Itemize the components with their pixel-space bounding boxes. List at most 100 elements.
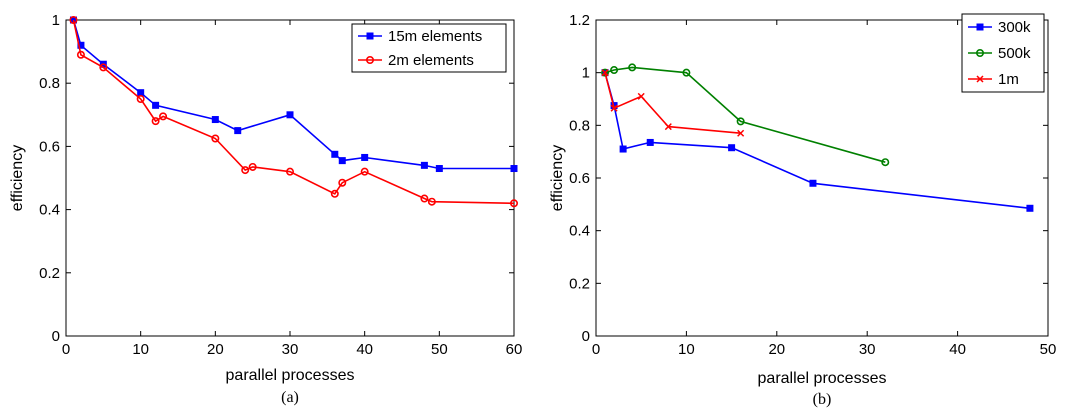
data-point (728, 144, 736, 152)
data-point (682, 68, 691, 77)
y-tick-label: 1 (52, 12, 60, 29)
data-point (360, 167, 369, 176)
data-point (136, 95, 145, 104)
data-point (248, 162, 257, 171)
chart-panel-b: 0 10 20 30 40 50 0 0.2 0.4 0.6 0.8 1 1.2 parallel pro… (549, 12, 1056, 408)
x-axis-title: parallel processes (758, 370, 887, 387)
data-point (420, 194, 429, 203)
y-axis-title: efficiency (549, 145, 566, 211)
y-tick-label: 0.4 (569, 223, 590, 240)
data-point (420, 161, 428, 169)
series-2m-elements (69, 15, 518, 208)
y-tick-label: 0.8 (569, 117, 590, 134)
data-point (241, 166, 250, 175)
data-point (427, 197, 436, 206)
series-15m-elements (69, 16, 518, 173)
legend-swatch-marker (366, 32, 374, 40)
y-tick-label: 0 (582, 328, 590, 345)
data-point (1026, 204, 1034, 212)
legend-label: 2m elements (388, 52, 474, 69)
x-tick-label: 50 (1040, 341, 1057, 358)
data-point (285, 167, 294, 176)
data-point (809, 179, 817, 187)
chart-panel-a: 0 10 20 30 40 50 60 0 0.2 0.4 0.6 0.8 1 parallel proc… (9, 12, 522, 406)
x-tick-label: 40 (949, 341, 966, 358)
legend-swatch-marker (976, 75, 984, 83)
x-tick-label: 40 (356, 341, 373, 358)
series-line (72, 19, 515, 205)
x-tick-label: 10 (132, 341, 149, 358)
data-point (77, 41, 85, 49)
y-tick-label: 0.8 (39, 75, 60, 92)
series-line (604, 66, 886, 163)
x-tick-label: 10 (678, 341, 695, 358)
data-point (435, 165, 443, 173)
x-tick-label: 30 (282, 341, 299, 358)
x-tick-label: 0 (62, 341, 70, 358)
legend: 15m elements 2m elements (351, 23, 507, 73)
y-tick-label: 0.2 (39, 265, 60, 282)
y-axis-title: efficiency (9, 145, 26, 211)
data-point (610, 66, 619, 75)
data-point (646, 138, 654, 146)
y-tick-label: 1.2 (569, 12, 590, 29)
y-tick-label: 1 (582, 65, 590, 82)
x-tick-label: 0 (592, 341, 600, 358)
x-tick-label: 50 (431, 341, 448, 358)
data-point (330, 189, 339, 198)
data-point (628, 63, 637, 72)
data-point (601, 69, 609, 77)
data-point (736, 117, 745, 126)
x-tick-label: 20 (207, 341, 224, 358)
legend-label: 15m elements (388, 28, 482, 45)
x-tick-label: 30 (859, 341, 876, 358)
x-axis-title: parallel processes (226, 367, 355, 384)
data-point (610, 104, 618, 112)
data-point (637, 92, 645, 100)
data-point (137, 89, 145, 97)
series-line (604, 72, 1030, 210)
data-point (331, 150, 339, 158)
data-point (211, 116, 219, 124)
data-point (211, 134, 220, 143)
data-point (286, 111, 294, 119)
data-point (99, 63, 108, 72)
data-point (338, 178, 347, 187)
data-point (881, 158, 890, 167)
legend-swatch-marker (975, 48, 984, 57)
data-point (509, 199, 518, 208)
data-point (234, 127, 242, 135)
data-point (664, 123, 672, 131)
legend-label: 500k (998, 45, 1031, 62)
y-tick-label: 0 (52, 328, 60, 345)
legend: 300k 500k 1m (961, 13, 1045, 93)
panel-caption: (a) (281, 389, 299, 406)
data-point (338, 157, 346, 165)
legend-swatch-marker (365, 55, 374, 64)
series-line (72, 19, 514, 170)
y-tick-label: 0.6 (39, 138, 60, 155)
legend-swatch-marker (976, 23, 984, 31)
data-point (510, 165, 518, 173)
legend-label: 1m (998, 71, 1019, 88)
data-point (151, 117, 160, 126)
x-tick-label: 60 (506, 341, 523, 358)
data-point (69, 15, 78, 24)
y-tick-label: 0.6 (569, 170, 590, 187)
panel-caption: (b) (813, 391, 832, 408)
data-point (619, 145, 627, 153)
data-point (76, 50, 85, 59)
y-tick-label: 0.2 (569, 275, 590, 292)
data-point (737, 129, 745, 137)
legend-label: 300k (998, 19, 1031, 36)
y-tick-label: 0.4 (39, 202, 60, 219)
series-1m (601, 69, 745, 137)
data-point (159, 112, 168, 121)
data-point (152, 101, 160, 109)
legend-box (351, 23, 507, 73)
series-500k (601, 63, 890, 167)
x-tick-label: 20 (768, 341, 785, 358)
data-point (361, 153, 369, 161)
